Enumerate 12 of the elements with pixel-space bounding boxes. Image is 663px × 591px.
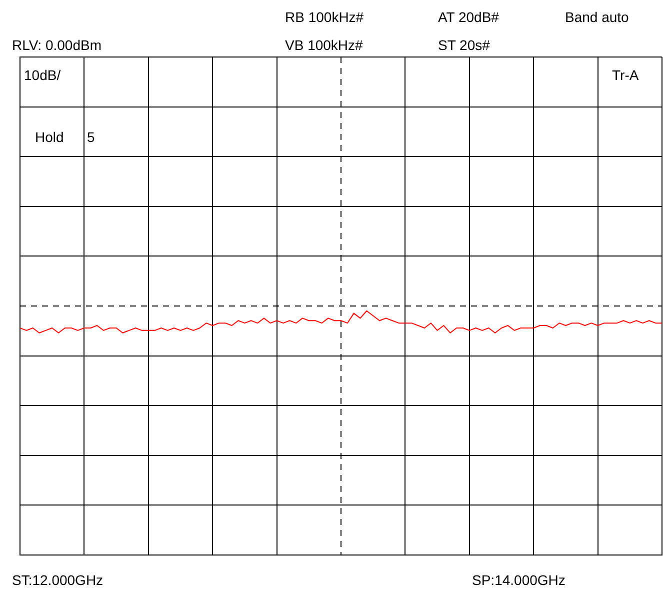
text: 10dB/ bbox=[24, 67, 61, 83]
text: ST:12.000GHz bbox=[12, 572, 104, 588]
text: 5 bbox=[87, 129, 95, 145]
text: Band auto bbox=[565, 9, 629, 25]
text: ST 20s# bbox=[438, 37, 490, 53]
text: AT 20dB# bbox=[438, 9, 499, 25]
text: Hold bbox=[35, 129, 64, 145]
text: RLV: 0.00dBm bbox=[12, 37, 102, 53]
text: RB 100kHz# bbox=[285, 9, 364, 25]
text: Tr-A bbox=[612, 67, 639, 83]
text: SP:14.000GHz bbox=[472, 572, 566, 588]
text: VB 100kHz# bbox=[285, 37, 363, 53]
